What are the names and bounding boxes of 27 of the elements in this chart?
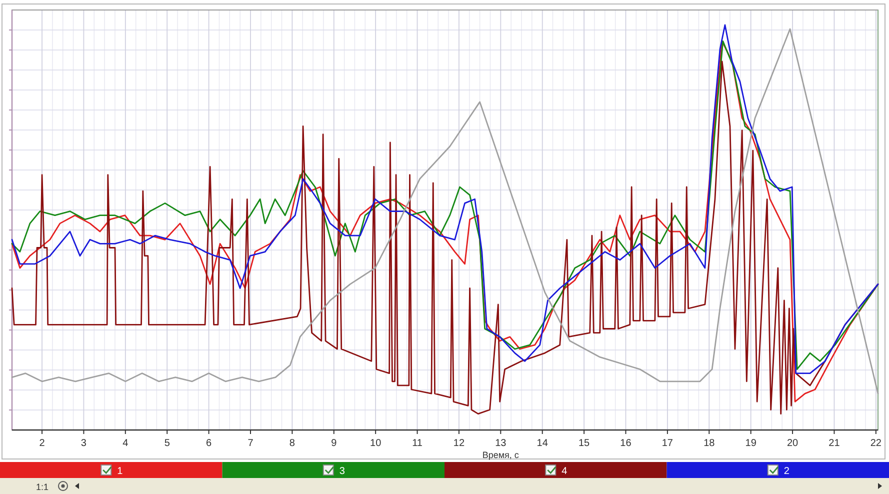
x-tick-label: 22 [870,438,882,449]
x-tick-label: 5 [164,438,170,449]
text: 3 [339,466,346,477]
x-tick-label: 16 [620,438,632,449]
text: 1 [117,466,124,477]
text: 4 [562,466,568,477]
x-tick-label: 7 [248,438,254,449]
text: 1:1 [36,482,49,492]
x-tick-label: 20 [786,438,799,449]
text: 2 [784,466,790,477]
x-tick-label: 3 [80,438,87,449]
x-tick-label: 13 [495,438,507,449]
x-axis-title: Время, с [482,450,520,460]
x-tick-label: 4 [122,438,129,449]
x-tick-label: 6 [206,438,212,449]
x-tick-label: 11 [412,438,423,449]
x-tick-label: 21 [828,438,840,449]
x-tick-label: 14 [536,438,548,449]
x-tick-label: 8 [289,438,296,449]
x-tick-label: 12 [453,438,465,449]
x-tick-label: 17 [662,438,674,449]
x-tick-label: 2 [39,438,46,449]
x-tick-label: 18 [704,438,716,449]
x-tick-label: 15 [578,438,590,449]
x-tick-label: 9 [331,438,338,449]
x-tick-label: 19 [745,438,757,449]
x-tick-label: 10 [370,438,382,449]
